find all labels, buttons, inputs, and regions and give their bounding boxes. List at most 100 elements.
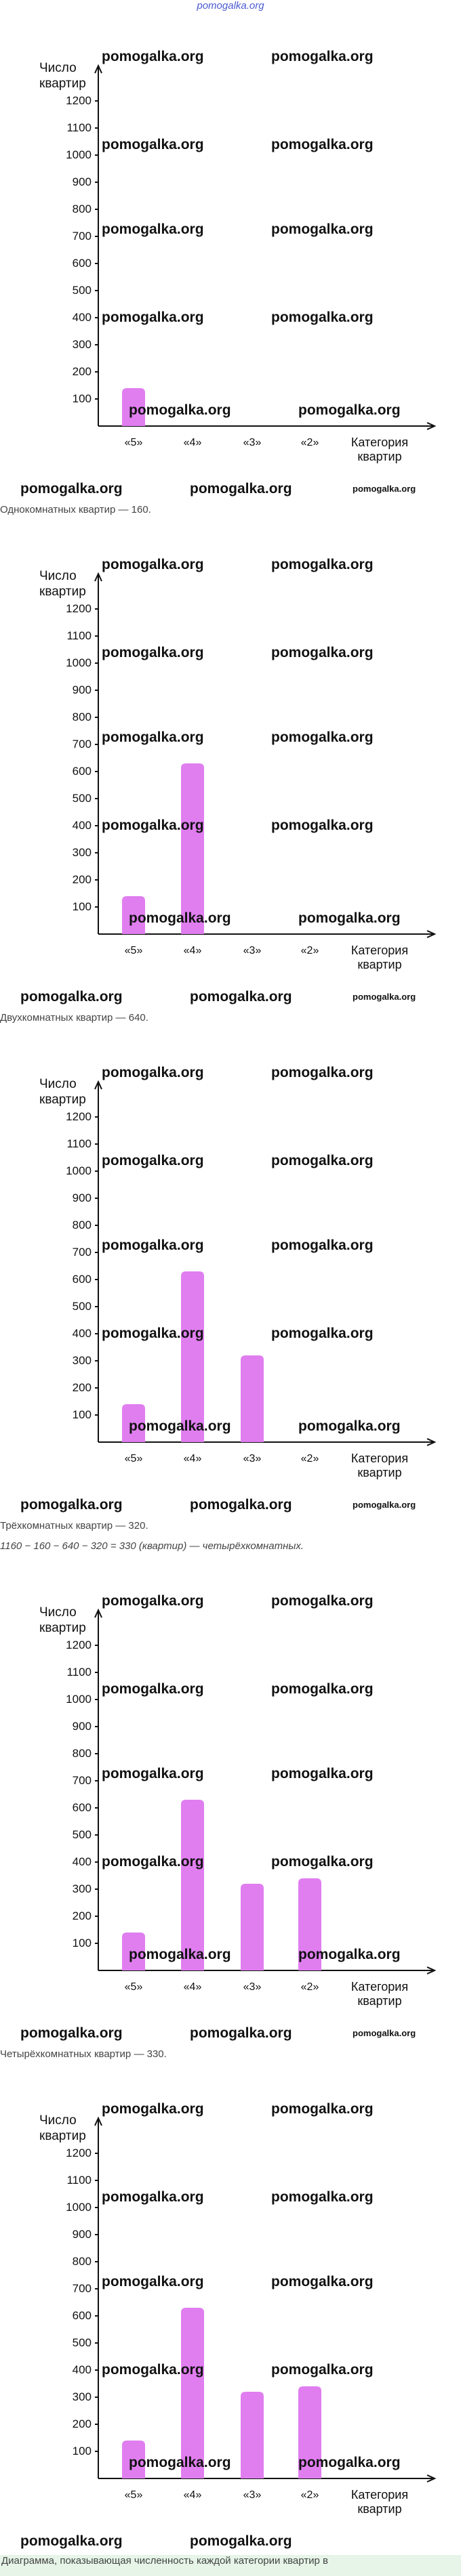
note: 1160 − 160 − 640 − 320 = 330 (квартир) —… bbox=[0, 1540, 304, 1552]
x-tick-label: «4» bbox=[183, 2489, 202, 2501]
bar bbox=[181, 1800, 204, 1970]
y-tick-label: 800 bbox=[72, 2255, 92, 2268]
bar bbox=[122, 896, 145, 934]
y-tick-label: 900 bbox=[72, 175, 92, 188]
watermark: pomogalka.org bbox=[190, 989, 292, 1005]
y-tick-label: 400 bbox=[72, 1855, 92, 1868]
watermark: pomogalka.org bbox=[271, 1593, 374, 1609]
y-tick-label: 700 bbox=[72, 1774, 92, 1787]
watermark: pomogalka.org bbox=[298, 402, 401, 418]
y-axis-title: Число квартир bbox=[39, 1077, 86, 1107]
bar bbox=[122, 1933, 145, 1970]
watermark: pomogalka.org bbox=[102, 818, 204, 833]
watermark: pomogalka.org bbox=[102, 2362, 204, 2378]
watermark: pomogalka.org bbox=[102, 137, 204, 152]
watermark: pomogalka.org bbox=[271, 49, 374, 64]
watermark: pomogalka.org bbox=[271, 557, 374, 572]
watermark: pomogalka.org bbox=[102, 730, 204, 745]
watermark: pomogalka.org bbox=[298, 2455, 401, 2470]
caption: Двухкомнатных квартир — 640. bbox=[0, 1012, 148, 1023]
watermark: pomogalka.org bbox=[298, 1947, 401, 1962]
chart bbox=[94, 2116, 437, 2483]
y-axis-title: Число квартир bbox=[39, 569, 86, 599]
y-axis-title: Число квартир bbox=[39, 2113, 86, 2143]
x-tick-label: «3» bbox=[243, 2489, 262, 2501]
y-tick-label: 200 bbox=[72, 2417, 92, 2430]
bar bbox=[181, 1271, 204, 1442]
watermark: pomogalka.org bbox=[190, 1497, 292, 1513]
x-tick-label: «2» bbox=[300, 1453, 319, 1464]
y-arrow bbox=[94, 1608, 102, 1618]
y-tick-label: 600 bbox=[72, 2309, 92, 2322]
watermark: pomogalka.org bbox=[20, 481, 123, 497]
y-tick-label: 400 bbox=[72, 819, 92, 832]
x-tick-label: «5» bbox=[124, 2489, 143, 2501]
watermark: pomogalka.org bbox=[20, 2533, 123, 2549]
y-tick-label: 1000 bbox=[66, 656, 92, 669]
x-tick-label: «4» bbox=[183, 437, 202, 448]
watermark: pomogalka.org bbox=[271, 1153, 374, 1168]
y-tick-label: 400 bbox=[72, 1327, 92, 1340]
x-axis-title: Категория квартир bbox=[350, 2488, 409, 2516]
x-tick-label: «2» bbox=[300, 2489, 319, 2501]
y-tick-label: 500 bbox=[72, 284, 92, 297]
x-tick-label: «5» bbox=[124, 437, 143, 448]
footer-text: Диаграмма, показывающая численность кажд… bbox=[0, 2555, 461, 2576]
x-tick-label: «5» bbox=[124, 945, 143, 956]
x-arrow bbox=[426, 930, 437, 938]
y-axis-title: Число квартир bbox=[39, 1605, 86, 1635]
x-tick-label: «4» bbox=[183, 1981, 202, 1993]
caption: Однокомнатных квартир — 160. bbox=[0, 504, 151, 515]
x-tick-label: «3» bbox=[243, 437, 262, 448]
watermark: pomogalka.org bbox=[20, 1497, 123, 1513]
x-tick-label: «3» bbox=[243, 1981, 262, 1993]
y-tick-label: 1200 bbox=[66, 1639, 92, 1651]
y-tick-label: 700 bbox=[72, 230, 92, 242]
y-arrow bbox=[94, 64, 102, 74]
watermark: pomogalka.org bbox=[102, 1153, 204, 1168]
y-tick-label: 1000 bbox=[66, 2201, 92, 2214]
chart-section: Число квартир 100 200 300 400 500 600 700 800 900… bbox=[0, 523, 461, 1031]
watermark: pomogalka.org bbox=[353, 484, 416, 494]
bar bbox=[122, 2441, 145, 2478]
y-tick-label: 200 bbox=[72, 1381, 92, 1394]
y-tick-label: 1100 bbox=[66, 1137, 92, 1150]
y-tick-label: 900 bbox=[72, 683, 92, 696]
y-arrow bbox=[94, 1080, 102, 1090]
x-tick-label: «5» bbox=[124, 1453, 143, 1464]
y-tick-label: 500 bbox=[72, 1300, 92, 1313]
x-axis-title: Категория квартир bbox=[350, 944, 409, 971]
x-tick-label: «4» bbox=[183, 945, 202, 956]
y-tick-label: 800 bbox=[72, 1747, 92, 1760]
watermark: pomogalka.org bbox=[190, 2025, 292, 2041]
y-tick-label: 1000 bbox=[66, 148, 92, 161]
watermark: pomogalka.org bbox=[271, 2101, 374, 2117]
x-tick-label: «5» bbox=[124, 1981, 143, 1993]
y-tick-label: 1200 bbox=[66, 2147, 92, 2159]
y-tick-label: 200 bbox=[72, 873, 92, 886]
watermark: pomogalka.org bbox=[102, 1065, 204, 1080]
y-tick-label: 600 bbox=[72, 1801, 92, 1814]
watermark: pomogalka.org bbox=[190, 481, 292, 497]
y-tick-label: 300 bbox=[72, 2390, 92, 2403]
y-tick-label: 1100 bbox=[66, 629, 92, 642]
y-tick-label: 900 bbox=[72, 1720, 92, 1733]
watermark: pomogalka.org bbox=[102, 645, 204, 660]
bar bbox=[241, 1355, 264, 1442]
x-axis-title: Категория квартир bbox=[350, 1980, 409, 2008]
watermark: pomogalka.org bbox=[102, 2274, 204, 2289]
watermark: pomogalka.org bbox=[102, 1681, 204, 1697]
watermark: pomogalka.org bbox=[298, 1418, 401, 1434]
x-arrow bbox=[426, 422, 437, 430]
watermark: pomogalka.org bbox=[102, 310, 204, 325]
y-tick-label: 100 bbox=[72, 1937, 92, 1949]
y-arrow bbox=[94, 2116, 102, 2126]
x-axis-title: Категория квартир bbox=[350, 436, 409, 463]
x-tick-label: «4» bbox=[183, 1453, 202, 1464]
x-arrow bbox=[426, 2474, 437, 2483]
bar bbox=[241, 1884, 264, 1970]
y-tick-label: 1100 bbox=[66, 121, 92, 134]
watermark: pomogalka.org bbox=[102, 1326, 204, 1341]
x-tick-label: «3» bbox=[243, 945, 262, 956]
bar bbox=[181, 2308, 204, 2478]
